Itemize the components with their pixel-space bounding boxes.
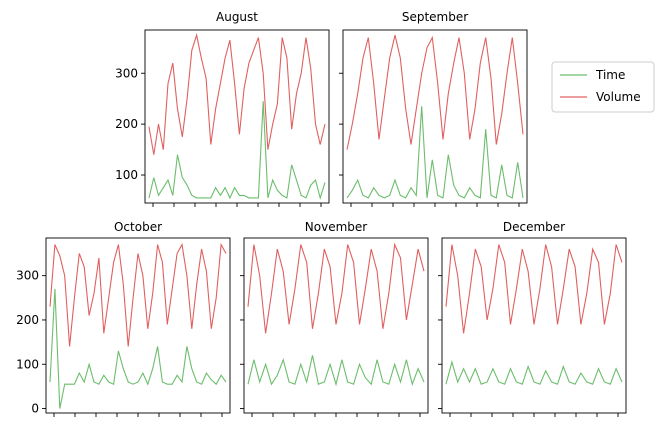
legend-label-time: Time — [595, 68, 625, 82]
y-tick-label: 100 — [16, 357, 39, 371]
panel-title: October — [114, 220, 162, 234]
series-line-volume — [247, 242, 425, 334]
legend: Time Volume — [551, 61, 655, 113]
panel-october: October 0 100 200 300 — [16, 220, 231, 417]
panel-title: September — [402, 10, 468, 24]
panel-title: August — [216, 10, 258, 24]
series-line-time — [247, 355, 425, 387]
y-tick-label: 200 — [16, 313, 39, 327]
y-tick-label: 300 — [115, 66, 138, 80]
y-tick-label: 100 — [115, 168, 138, 182]
series-line-volume — [49, 242, 227, 347]
axes-frame — [243, 237, 429, 414]
series-line-time — [49, 288, 227, 409]
series-line-time — [148, 101, 326, 200]
series-line-volume — [346, 34, 524, 150]
series-line-volume — [445, 244, 623, 334]
series-line-time — [346, 106, 524, 199]
y-tick-label: 200 — [115, 117, 138, 131]
panel-august: August 100 200 300 — [115, 10, 330, 207]
axes-frame — [144, 29, 330, 204]
panel-title: November — [305, 220, 367, 234]
panel-november: November — [240, 220, 429, 417]
panel-december: December — [438, 220, 627, 417]
axes-frame — [45, 237, 231, 414]
y-tick-label: 0 — [31, 402, 39, 416]
panel-september: September — [339, 10, 528, 207]
y-tick-label: 300 — [16, 269, 39, 283]
panel-title: December — [503, 220, 565, 234]
series-line-volume — [148, 32, 326, 155]
legend-label-volume: Volume — [596, 90, 641, 104]
series-line-time — [445, 360, 623, 385]
